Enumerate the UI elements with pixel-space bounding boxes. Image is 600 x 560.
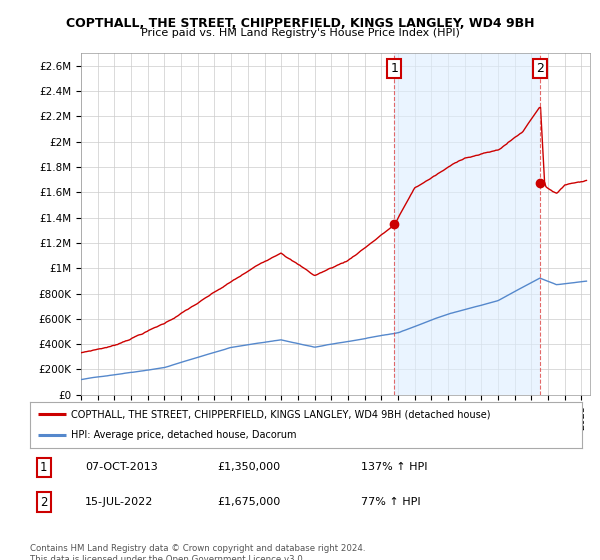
Text: 2: 2 (40, 496, 47, 508)
Text: 1: 1 (390, 62, 398, 75)
Text: 07-OCT-2013: 07-OCT-2013 (85, 463, 158, 473)
Text: 2: 2 (536, 62, 544, 75)
Text: 1: 1 (40, 461, 47, 474)
Bar (394, 53, 541, 395)
Text: Price paid vs. HM Land Registry's House Price Index (HPI): Price paid vs. HM Land Registry's House … (140, 28, 460, 38)
Text: COPTHALL, THE STREET, CHIPPERFIELD, KINGS LANGLEY, WD4 9BH (detached house): COPTHALL, THE STREET, CHIPPERFIELD, KING… (71, 409, 491, 419)
Text: 137% ↑ HPI: 137% ↑ HPI (361, 463, 428, 473)
Text: Contains HM Land Registry data © Crown copyright and database right 2024.
This d: Contains HM Land Registry data © Crown c… (30, 544, 365, 560)
Text: £1,350,000: £1,350,000 (218, 463, 281, 473)
Text: COPTHALL, THE STREET, CHIPPERFIELD, KINGS LANGLEY, WD4 9BH: COPTHALL, THE STREET, CHIPPERFIELD, KING… (66, 17, 534, 30)
Text: 15-JUL-2022: 15-JUL-2022 (85, 497, 154, 507)
Text: HPI: Average price, detached house, Dacorum: HPI: Average price, detached house, Daco… (71, 430, 297, 440)
Text: 77% ↑ HPI: 77% ↑ HPI (361, 497, 421, 507)
Text: £1,675,000: £1,675,000 (218, 497, 281, 507)
